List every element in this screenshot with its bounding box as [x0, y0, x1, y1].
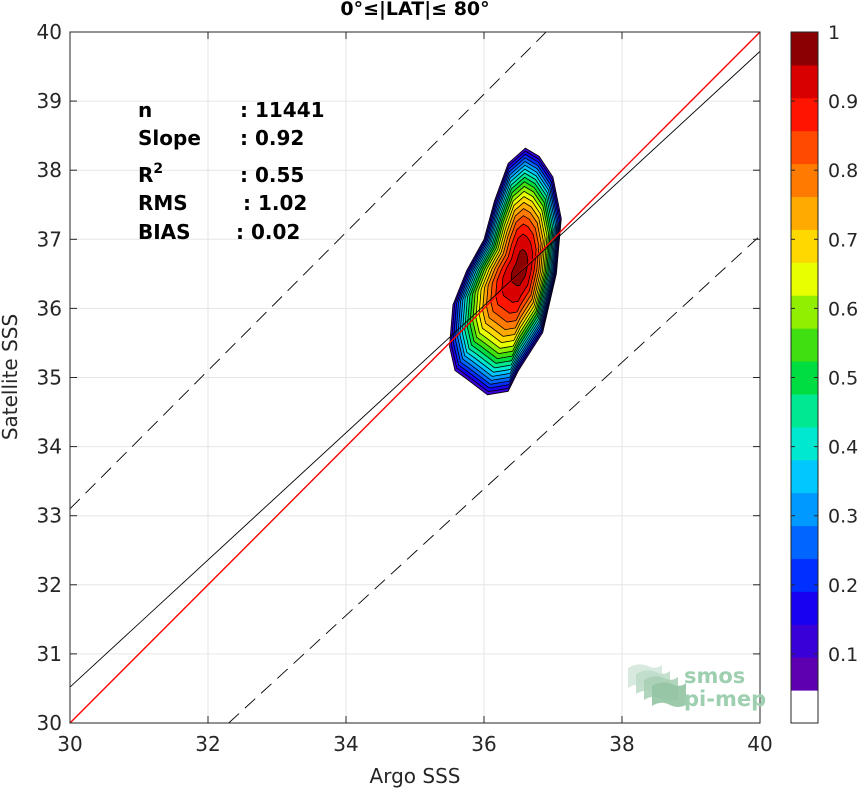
chart-title: 0°≤|LAT|≤ 80° — [340, 0, 489, 20]
colorbar: 0.1 0.2 0.3 0.4 0.5 0.6 0.7 0.8 0.9 1 — [790, 22, 858, 724]
colorbar-tick-label: 0.3 — [828, 506, 858, 528]
stat-value: : 0.92 — [240, 126, 304, 150]
x-axis-label: Argo SSS — [370, 764, 461, 788]
colorbar-swatch — [791, 130, 818, 165]
colorbar-tick-label: 0.6 — [828, 298, 858, 320]
colorbar-swatch — [791, 459, 818, 494]
axis-ticks: 30 32 34 36 38 40 30 31 32 33 34 35 36 37 38 39 40 — [37, 20, 773, 756]
y-tick-label: 30 — [37, 711, 62, 735]
colorbar-tick-label: 0.2 — [828, 575, 858, 597]
colorbar-swatch — [791, 591, 818, 625]
colorbar-tick-label: 0.8 — [828, 160, 858, 182]
x-tick-label: 30 — [57, 732, 82, 756]
stat-label: Slope — [138, 126, 201, 150]
colorbar-tick-label: 0.1 — [828, 644, 858, 666]
colorbar-tick-label: 0.4 — [828, 437, 858, 459]
colorbar-swatch — [791, 328, 818, 362]
y-tick-label: 39 — [37, 89, 62, 113]
colorbar-swatch — [791, 196, 818, 230]
colorbar-swatch — [791, 64, 818, 99]
colorbar-tick-label: 0.9 — [828, 91, 858, 113]
y-tick-label: 33 — [37, 504, 62, 528]
watermark-wave-layer — [652, 682, 686, 707]
colorbar-swatch — [791, 558, 818, 592]
stat-value: : 0.02 — [236, 220, 300, 244]
colorbar-swatch — [791, 657, 818, 691]
colorbar-swatch — [791, 163, 818, 198]
colorbar-swatch — [791, 361, 818, 395]
colorbar-swatch — [791, 262, 818, 296]
y-axis-label: Satellite SSS — [0, 314, 22, 440]
colorbar-tick-label: 0.7 — [828, 229, 858, 251]
x-tick-label: 32 — [195, 732, 220, 756]
density-contours — [449, 147, 562, 396]
colorbar-swatch — [791, 426, 818, 461]
x-tick-label: 38 — [609, 732, 634, 756]
stat-label-superscript: 2 — [153, 161, 163, 177]
y-tick-label: 34 — [37, 435, 62, 459]
watermark-text-smos: smos — [684, 664, 745, 688]
watermark-text-pimep: pi-mep — [684, 687, 766, 711]
y-tick-label: 35 — [37, 366, 62, 390]
colorbar-swatch — [791, 393, 818, 428]
colorbar-swatch — [791, 492, 818, 527]
colorbar-swatch — [791, 229, 818, 263]
colorbar-swatch — [791, 32, 818, 66]
colorbar-swatch — [791, 690, 818, 724]
colorbar-swatch — [791, 624, 818, 658]
x-tick-label: 34 — [333, 732, 358, 756]
colorbar-tick-label: 1 — [828, 22, 840, 44]
y-tick-label: 40 — [37, 20, 62, 44]
x-tick-label: 40 — [747, 732, 772, 756]
colorbar-swatch — [791, 295, 818, 329]
line-upper-bound — [70, 32, 547, 510]
stat-label: n — [138, 98, 152, 122]
stat-value: : 1.02 — [243, 191, 307, 215]
line-identity — [70, 32, 760, 723]
y-tick-label: 36 — [37, 296, 62, 320]
stats-box: n : 11441 Slope : 0.92 R2 : 0.55 RMS : 1.02 BIAS… — [138, 98, 325, 244]
stat-label: BIAS — [138, 220, 191, 244]
y-tick-label: 31 — [37, 642, 62, 666]
y-tick-label: 32 — [37, 573, 62, 597]
stat-value: : 11441 — [240, 98, 325, 122]
colorbar-swatch — [791, 97, 818, 132]
y-tick-label: 38 — [37, 158, 62, 182]
reference-lines — [70, 32, 760, 723]
x-tick-label: 36 — [471, 732, 496, 756]
stat-value: : 0.55 — [240, 163, 304, 187]
line-lower-bound — [228, 235, 760, 723]
colorbar-swatch — [791, 525, 818, 559]
colorbar-tick-label: 0.5 — [828, 368, 858, 390]
y-tick-label: 37 — [37, 227, 62, 251]
line-regression — [70, 51, 760, 688]
stat-label: R2 — [138, 161, 163, 187]
stat-label: RMS — [138, 191, 188, 215]
